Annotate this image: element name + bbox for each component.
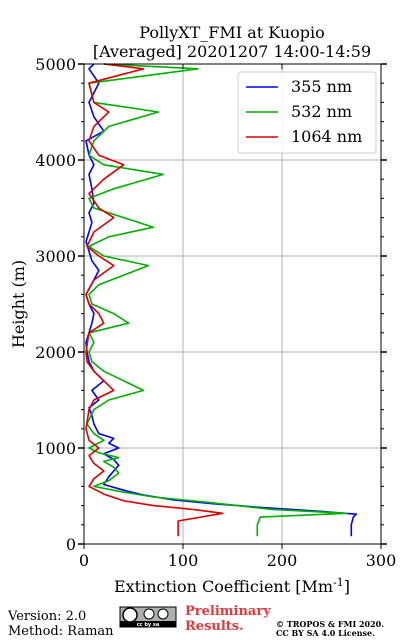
chart-subtitle: [Averaged] 20201207 14:00-14:59 <box>93 42 371 61</box>
x-axis-label-main: Extinction Coefficient [Mm <box>114 577 333 596</box>
series-lines <box>85 63 358 537</box>
series-line-1 <box>86 63 348 537</box>
y-axis-label: Height (m) <box>9 260 28 348</box>
y-tick-label-1: 1000 <box>35 439 76 458</box>
x-tick-label-3: 300 <box>366 551 397 570</box>
x-axis-label-end: ] <box>344 577 350 596</box>
y-tick-label-3: 3000 <box>35 247 76 266</box>
y-tick-label-2: 2000 <box>35 343 76 362</box>
legend: 355 nm 532 nm 1064 nm <box>237 71 377 154</box>
series-line-0 <box>85 63 358 537</box>
plot-frame <box>83 63 382 545</box>
x-axis-label: Extinction Coefficient [Mm-1] <box>114 576 350 597</box>
copyright-text-1: © TROPOS & FMI 2020. <box>276 619 384 629</box>
y-tick-label-5: 5000 <box>35 55 76 74</box>
y-tick-label-0: 0 <box>66 535 76 554</box>
method-text: Method: Raman <box>8 624 114 639</box>
x-tick-label-0: 0 <box>79 551 89 570</box>
cc-badge-text: cc by sa <box>137 622 160 628</box>
legend-box <box>237 71 377 154</box>
x-tick-label-2: 200 <box>267 551 298 570</box>
copyright-text-2: CC BY SA 4.0 License. <box>276 628 375 638</box>
version-text: Version: 2.0 <box>7 609 86 624</box>
legend-label-2: 1064 nm <box>291 127 362 146</box>
legend-label-0: 355 nm <box>291 77 352 96</box>
preliminary-text-2: Results. <box>185 619 244 634</box>
preliminary-text-1: Preliminary <box>185 604 271 619</box>
cc-license-icon: cc by sa <box>119 606 177 628</box>
x-tick-label-1: 100 <box>168 551 199 570</box>
series-line-2 <box>85 63 224 537</box>
y-tick-label-4: 4000 <box>35 151 76 170</box>
x-axis-label-sup: -1 <box>333 576 344 589</box>
footer: Version: 2.0 Method: Raman cc by sa Prel… <box>7 604 384 639</box>
chart-title: PollyXT_FMI at Kuopio <box>139 23 325 42</box>
legend-label-1: 532 nm <box>291 102 352 121</box>
